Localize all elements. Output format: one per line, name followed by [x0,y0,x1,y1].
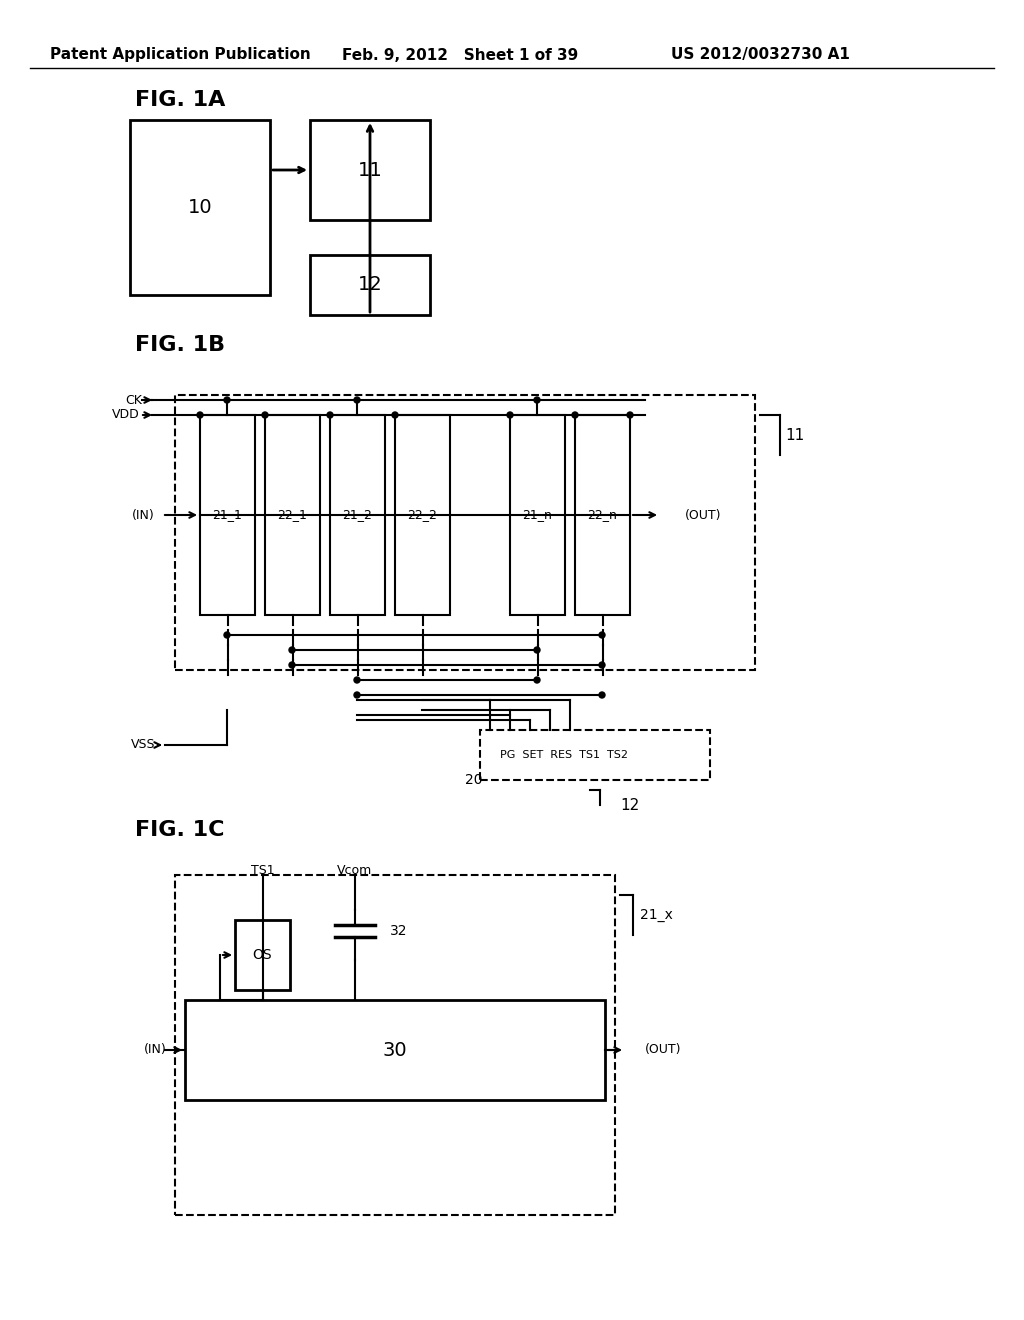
Circle shape [599,663,605,668]
Bar [310,120,430,220]
Text: TS1: TS1 [251,863,274,876]
Circle shape [627,412,633,418]
Bar [310,255,430,315]
Text: (OUT): (OUT) [645,1044,682,1056]
Text: FIG. 1B: FIG. 1B [135,335,225,355]
Text: 22_2: 22_2 [408,508,437,521]
Text: VSS: VSS [130,738,155,751]
Text: 21_x: 21_x [640,908,673,921]
Text: VDD: VDD [113,408,140,421]
Circle shape [534,677,540,682]
Text: 21_2: 21_2 [343,508,373,521]
Text: 21_n: 21_n [522,508,552,521]
Text: 11: 11 [785,428,804,442]
Text: PG  SET  RES  TS1  TS2: PG SET RES TS1 TS2 [500,750,628,760]
Text: (IN): (IN) [144,1044,167,1056]
Circle shape [534,397,540,403]
Circle shape [197,412,203,418]
Circle shape [354,692,360,698]
Circle shape [354,677,360,682]
Bar [234,920,290,990]
Bar [130,120,270,294]
Text: 21_1: 21_1 [213,508,243,521]
Circle shape [289,647,295,653]
Circle shape [507,412,513,418]
Bar [395,414,450,615]
Circle shape [262,412,268,418]
Text: US 2012/0032730 A1: US 2012/0032730 A1 [671,48,850,62]
Text: Patent Application Publication: Patent Application Publication [49,48,310,62]
Text: FIG. 1A: FIG. 1A [135,90,225,110]
Text: 32: 32 [390,924,408,939]
Bar [175,875,615,1214]
Circle shape [534,647,540,653]
Text: 22_n: 22_n [588,508,617,521]
Text: (OUT): (OUT) [685,508,722,521]
Circle shape [224,632,230,638]
Text: OS: OS [253,948,272,962]
Bar [185,1001,605,1100]
Text: 12: 12 [620,797,639,813]
Text: Vcom: Vcom [337,863,373,876]
Bar [480,730,710,780]
Circle shape [572,412,578,418]
Bar [330,414,385,615]
Text: 20: 20 [465,774,482,787]
Circle shape [224,397,230,403]
Text: 22_1: 22_1 [278,508,307,521]
Text: 11: 11 [357,161,382,180]
Bar [265,414,319,615]
Circle shape [599,692,605,698]
Text: - - -: - - - [454,508,477,521]
Text: 10: 10 [187,198,212,216]
Bar [175,395,755,671]
Circle shape [289,663,295,668]
Text: Feb. 9, 2012   Sheet 1 of 39: Feb. 9, 2012 Sheet 1 of 39 [342,48,579,62]
Text: 30: 30 [383,1040,408,1060]
Circle shape [392,412,398,418]
Bar [575,414,630,615]
Text: 12: 12 [357,276,382,294]
Circle shape [354,397,360,403]
Circle shape [599,632,605,638]
Bar [510,414,565,615]
Circle shape [327,412,333,418]
Text: CK: CK [125,393,142,407]
Text: (IN): (IN) [132,508,155,521]
Bar [200,414,255,615]
Text: FIG. 1C: FIG. 1C [135,820,224,840]
